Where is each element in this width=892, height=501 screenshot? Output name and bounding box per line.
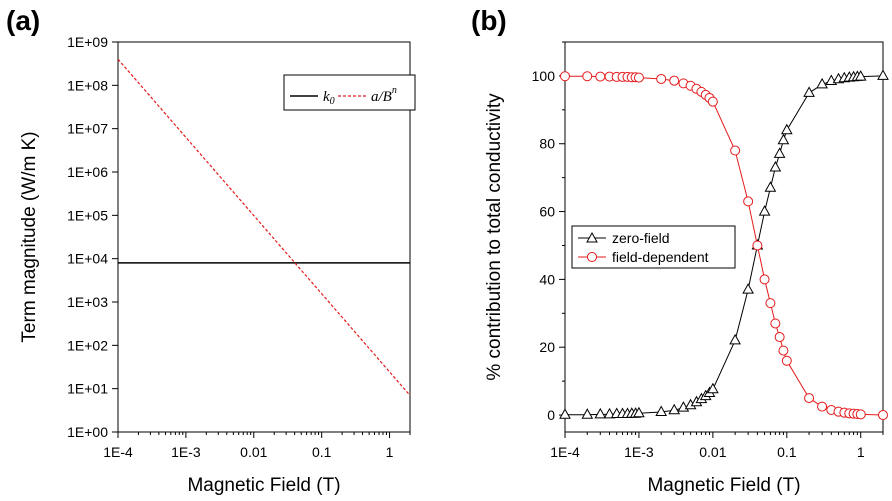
legend-swatch-zero-field-marker bbox=[586, 231, 598, 243]
legend-label-field-dependent: field-dependent bbox=[612, 249, 709, 265]
data-point-field-dependent bbox=[560, 71, 570, 82]
y-tick-label-a: 1E+03 bbox=[67, 294, 108, 310]
data-point-field-dependent bbox=[770, 318, 781, 329]
data-point-zero-field bbox=[769, 160, 782, 172]
data-point-zero-field bbox=[764, 181, 777, 192]
x-tick-label-b: 0.1 bbox=[777, 444, 797, 460]
plot-frame-b bbox=[564, 41, 884, 433]
x-tick-label-b: 1E-4 bbox=[550, 444, 580, 460]
data-point-field-dependent bbox=[752, 240, 763, 251]
data-point-field-dependent bbox=[781, 355, 792, 366]
y-tick-label-a: 1E+00 bbox=[67, 424, 108, 440]
data-point-field-dependent bbox=[778, 345, 789, 356]
y-tick-label-b: 80 bbox=[539, 136, 555, 152]
y-tick-label-b: 20 bbox=[539, 339, 555, 355]
x-axis-title-b: Magnetic Field (T) bbox=[647, 475, 800, 496]
data-point-field-dependent bbox=[817, 401, 828, 412]
y-axis-title-a: Term magnitude (W/m K) bbox=[19, 131, 40, 342]
y-tick-label-a: 1E+09 bbox=[67, 34, 108, 50]
y-tick-label-b: 60 bbox=[539, 204, 555, 220]
y-tick-label-a: 1E+08 bbox=[67, 77, 108, 93]
x-tick-label-b: 1 bbox=[857, 444, 865, 460]
x-axis-title-a: Magnetic Field (T) bbox=[187, 475, 340, 496]
series-line-a-over-bn bbox=[117, 58, 411, 396]
x-tick-label-a: 1 bbox=[386, 444, 394, 460]
data-point-zero-field bbox=[854, 70, 867, 81]
data-point-field-dependent bbox=[765, 298, 776, 309]
data-point-zero-field bbox=[780, 123, 793, 135]
data-point-zero-field bbox=[603, 407, 616, 419]
data-point-field-dependent bbox=[855, 409, 866, 420]
chart-panel-a: (a) 1E-4 1E-3 0.01 0.1 1 1E+00 1E+01 1E+02 1E+03… bbox=[6, 5, 416, 496]
plot-frame-a bbox=[117, 41, 411, 433]
axis-ticks-a: 1E-4 1E-3 0.01 0.1 1 1E+00 1E+01 1E+02 1E+03 1E+0… bbox=[67, 34, 411, 460]
legend-a: k0 a/Bn bbox=[283, 74, 416, 111]
y-tick-label-a: 1E+02 bbox=[67, 337, 108, 353]
data-point-field-dependent bbox=[730, 145, 741, 156]
data-point-field-dependent bbox=[582, 71, 593, 82]
x-tick-label-b: 0.01 bbox=[699, 444, 726, 460]
chart-panel-b: (b) 1E-4 1E-3 0.01 0.1 1 0 20 40 60 80 100 Magneti… bbox=[471, 5, 889, 496]
data-point-zero-field bbox=[877, 69, 889, 80]
y-tick-label-a: 1E+04 bbox=[67, 251, 108, 267]
data-point-field-dependent bbox=[804, 393, 815, 404]
data-point-field-dependent bbox=[656, 73, 667, 84]
legend-label-a-over-bn: a/Bn bbox=[371, 85, 397, 105]
data-point-zero-field bbox=[742, 283, 754, 294]
data-point-field-dependent bbox=[743, 196, 754, 207]
data-point-zero-field bbox=[594, 407, 607, 419]
y-tick-label-b: 40 bbox=[539, 271, 555, 287]
data-point-field-dependent bbox=[774, 332, 785, 343]
data-point-zero-field bbox=[559, 408, 571, 419]
data-point-field-dependent bbox=[633, 72, 644, 83]
x-tick-label-a: 1E-4 bbox=[103, 444, 133, 460]
data-point-zero-field bbox=[816, 77, 828, 89]
y-tick-label-a: 1E+06 bbox=[67, 164, 108, 180]
y-tick-label-b: 100 bbox=[532, 68, 556, 84]
data-point-field-dependent bbox=[878, 410, 888, 421]
panel-label-a: (a) bbox=[6, 5, 40, 36]
data-point-zero-field bbox=[707, 382, 719, 394]
data-point-zero-field bbox=[773, 147, 786, 158]
series-group-a bbox=[117, 58, 411, 396]
legend-box-b bbox=[571, 225, 736, 269]
y-tick-label-a: 1E+05 bbox=[67, 207, 108, 223]
y-tick-label-b: 0 bbox=[547, 407, 555, 423]
x-tick-label-a: 0.1 bbox=[312, 444, 332, 460]
y-tick-label-a: 1E+07 bbox=[67, 121, 108, 137]
data-point-zero-field bbox=[803, 86, 815, 97]
data-point-zero-field bbox=[729, 333, 741, 345]
y-axis-title-b: % contribution to total conductivity bbox=[484, 93, 505, 381]
data-point-zero-field bbox=[633, 406, 645, 418]
data-point-field-dependent bbox=[759, 274, 770, 285]
series-group-b bbox=[559, 69, 889, 421]
data-point-zero-field bbox=[655, 405, 668, 416]
x-tick-label-b: 1E-3 bbox=[624, 444, 654, 460]
legend-b: zero-field field-dependent bbox=[571, 225, 736, 269]
panel-label-b: (b) bbox=[471, 5, 507, 36]
data-point-field-dependent bbox=[707, 96, 718, 107]
x-tick-label-a: 1E-3 bbox=[171, 444, 201, 460]
x-tick-label-a: 0.01 bbox=[240, 444, 267, 460]
data-point-field-dependent bbox=[595, 71, 606, 82]
data-point-zero-field bbox=[758, 205, 771, 216]
legend-swatch-field-dependent-marker bbox=[587, 252, 597, 262]
data-point-zero-field bbox=[777, 133, 790, 145]
y-tick-label-a: 1E+01 bbox=[67, 381, 108, 397]
legend-label-zero-field: zero-field bbox=[612, 230, 670, 246]
data-point-zero-field bbox=[581, 408, 594, 419]
legend-label-k0: k0 bbox=[323, 89, 335, 107]
axis-ticks-b: 1E-4 1E-3 0.01 0.1 1 0 20 40 60 80 100 bbox=[532, 41, 884, 460]
data-point-field-dependent bbox=[669, 75, 680, 86]
data-point-zero-field bbox=[668, 403, 681, 415]
legend-box-a bbox=[283, 74, 416, 111]
